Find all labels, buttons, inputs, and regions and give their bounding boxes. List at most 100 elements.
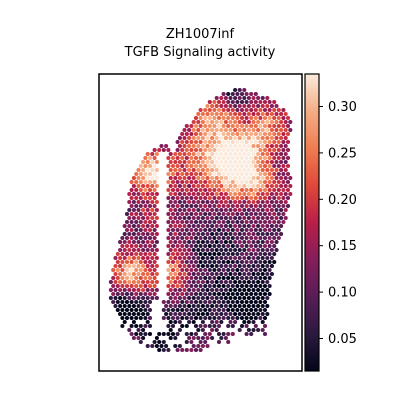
spot	[200, 311, 205, 317]
spot	[216, 219, 222, 225]
spot	[216, 139, 222, 145]
spot	[274, 175, 279, 181]
spot	[285, 171, 291, 177]
spot	[244, 163, 249, 169]
spot	[210, 255, 215, 261]
spot	[237, 279, 242, 285]
spot	[196, 311, 201, 317]
spot	[134, 171, 139, 177]
spot	[242, 111, 247, 117]
spot	[166, 243, 171, 249]
spot	[274, 103, 279, 109]
spot	[228, 295, 233, 301]
spot	[242, 127, 247, 133]
spot	[173, 319, 178, 325]
spot	[237, 103, 242, 109]
spot	[212, 299, 217, 305]
spot	[180, 163, 185, 169]
spot	[267, 195, 272, 201]
spot	[168, 247, 173, 253]
spot	[134, 243, 139, 249]
spot	[262, 299, 268, 305]
spot	[242, 239, 247, 245]
spot	[166, 347, 171, 353]
spot	[187, 127, 192, 133]
spot	[256, 167, 261, 173]
spot	[276, 147, 281, 153]
spot	[198, 219, 203, 225]
spot	[228, 119, 233, 125]
spot	[281, 179, 286, 185]
spot	[143, 323, 148, 329]
spot	[239, 315, 245, 321]
spot	[184, 259, 189, 265]
spot	[168, 279, 173, 285]
spot	[242, 87, 247, 93]
spot	[276, 107, 281, 113]
spot	[260, 271, 265, 277]
spot	[210, 263, 215, 269]
spot	[129, 299, 134, 305]
spot	[177, 167, 182, 173]
spot	[203, 195, 208, 201]
spot	[131, 231, 136, 237]
spot	[221, 251, 226, 257]
spot	[145, 295, 150, 301]
spot	[145, 279, 150, 285]
spot	[274, 231, 279, 237]
spot	[267, 115, 272, 121]
spot	[235, 243, 240, 249]
spot	[124, 251, 130, 257]
spot	[203, 163, 208, 169]
spot	[228, 191, 233, 197]
spot	[260, 135, 265, 141]
spot	[187, 255, 192, 261]
spot	[219, 191, 224, 197]
spot	[113, 255, 118, 261]
spot	[113, 279, 118, 285]
spot	[219, 231, 224, 237]
spot	[205, 135, 210, 141]
spot	[145, 311, 150, 317]
spot	[193, 331, 199, 337]
spot	[191, 127, 196, 133]
spot	[226, 163, 231, 169]
spot	[145, 271, 150, 277]
spot	[120, 275, 125, 281]
spot	[276, 227, 281, 233]
spot	[207, 227, 212, 233]
spot	[265, 311, 270, 317]
spot	[191, 215, 196, 221]
spot	[262, 291, 268, 297]
spot	[216, 315, 222, 321]
spot	[276, 139, 281, 145]
spot	[122, 295, 127, 301]
spot	[260, 287, 265, 293]
spot	[129, 323, 134, 329]
spot	[122, 223, 127, 229]
spot	[207, 187, 212, 193]
spot	[235, 195, 240, 201]
spot	[175, 243, 180, 249]
spot	[288, 191, 293, 197]
spot	[191, 239, 196, 245]
spot	[168, 319, 173, 325]
spot	[237, 231, 242, 237]
spot	[233, 151, 238, 157]
spot	[203, 219, 208, 225]
spot	[175, 203, 180, 209]
spot	[223, 159, 228, 165]
spot	[138, 307, 143, 313]
spot	[262, 147, 268, 153]
spot	[226, 171, 231, 177]
spot	[161, 331, 166, 337]
spot	[265, 263, 270, 269]
spot	[205, 199, 210, 205]
spot	[175, 315, 180, 321]
spot	[274, 239, 279, 245]
spot	[262, 203, 268, 209]
spot	[207, 275, 212, 281]
spot	[205, 151, 210, 157]
spot	[124, 235, 130, 241]
spot	[182, 183, 187, 189]
